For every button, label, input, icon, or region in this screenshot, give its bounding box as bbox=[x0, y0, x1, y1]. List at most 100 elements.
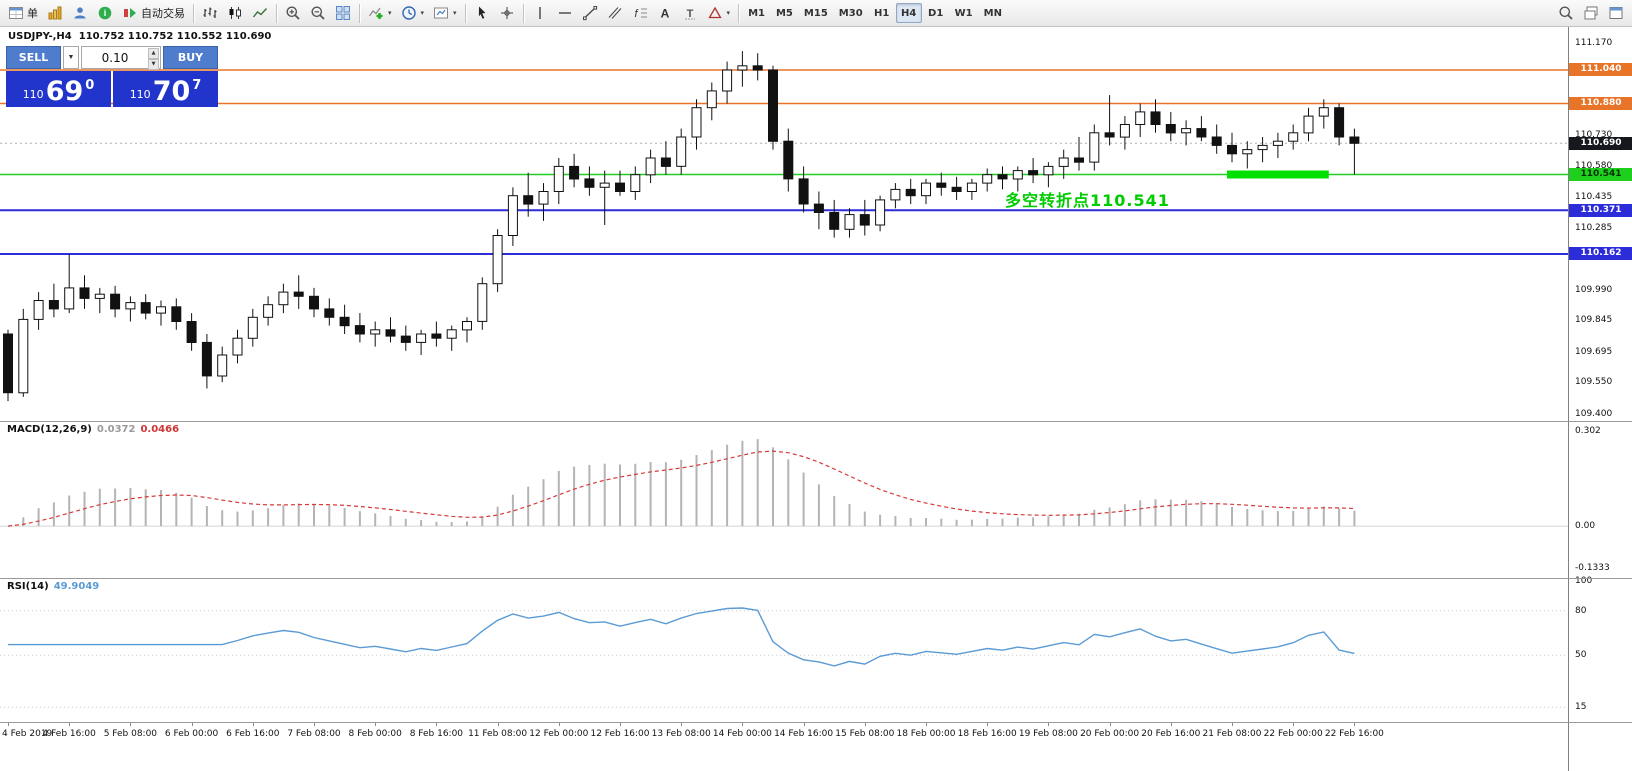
time-tick bbox=[1048, 722, 1050, 726]
horizontal-line-icon bbox=[558, 12, 571, 14]
time-tick bbox=[620, 722, 621, 726]
macd-axis-label: -0.1333 bbox=[1575, 563, 1610, 573]
time-axis[interactable]: 4 Feb 2019 4 Feb 16:00 5 Feb 08:00 6 Feb 00… bbox=[0, 722, 1568, 771]
svg-text:A: A bbox=[660, 7, 669, 21]
toolbar-separator bbox=[522, 3, 524, 23]
new-order-button[interactable]: 单 bbox=[4, 2, 42, 24]
autotrade-button[interactable]: 自动交易 bbox=[118, 2, 189, 24]
new-window-button[interactable] bbox=[1604, 2, 1628, 24]
time-tick bbox=[1109, 722, 1111, 726]
timeframe-h1-button[interactable]: H1 bbox=[869, 3, 895, 23]
trendline-icon bbox=[582, 6, 597, 21]
fibonac­ci-button[interactable]: f bbox=[628, 2, 652, 24]
timeframe-m15-button[interactable]: M15 bbox=[799, 3, 833, 23]
time-label: 15 Feb 08:00 bbox=[835, 729, 895, 739]
time-tick bbox=[69, 722, 71, 726]
lot-increase-button[interactable]: ▲ bbox=[148, 48, 159, 59]
info-button[interactable]: i bbox=[93, 2, 117, 24]
zoom-in-button[interactable] bbox=[281, 2, 305, 24]
sell-price-pip: 0 bbox=[85, 78, 95, 93]
zoom-out-icon bbox=[311, 6, 325, 20]
time-tick bbox=[558, 722, 560, 726]
main-chart-canvas[interactable] bbox=[0, 27, 1568, 421]
gold-bars-icon bbox=[48, 6, 62, 20]
text-label-icon: T bbox=[684, 8, 695, 20]
bar-chart-icon bbox=[203, 7, 217, 18]
text-label-button[interactable]: T bbox=[678, 2, 702, 24]
chart-line-button[interactable] bbox=[248, 2, 272, 24]
new-order-label: 单 bbox=[27, 8, 38, 20]
sell-price-main: 110 bbox=[22, 88, 44, 101]
time-label: 20 Feb 16:00 bbox=[1141, 729, 1201, 739]
macd-chart-canvas[interactable] bbox=[0, 421, 1568, 578]
chart-candles-button[interactable] bbox=[223, 2, 247, 24]
timeframe-mn-button[interactable]: MN bbox=[979, 3, 1007, 23]
lot-input[interactable] bbox=[82, 50, 160, 65]
sell-price-panel[interactable]: 110 69 0 bbox=[6, 71, 111, 107]
channel-button[interactable] bbox=[603, 2, 627, 24]
cursor-button[interactable] bbox=[470, 2, 494, 24]
templates-button[interactable]: ▾ bbox=[429, 2, 461, 24]
fibonacci-icon: f bbox=[634, 8, 647, 20]
price-tick: 111.170 bbox=[1575, 37, 1613, 48]
macd-signal-value: 0.0466 bbox=[140, 424, 180, 435]
time-tick bbox=[742, 722, 744, 726]
channel-icon bbox=[608, 7, 621, 19]
panel-separator[interactable] bbox=[0, 421, 1632, 422]
indicators-button[interactable]: ▾ bbox=[364, 2, 396, 24]
sell-button[interactable]: SELL bbox=[6, 46, 61, 69]
buy-button[interactable]: BUY bbox=[163, 46, 218, 69]
buy-price-main: 110 bbox=[129, 88, 151, 101]
trendline-button[interactable] bbox=[578, 2, 602, 24]
time-label: 6 Feb 16:00 bbox=[226, 729, 280, 739]
buy-price-big: 70 bbox=[152, 76, 191, 107]
rsi-chart-canvas[interactable] bbox=[0, 578, 1568, 722]
vertical-line-button[interactable] bbox=[528, 2, 552, 24]
price-tick: 110.285 bbox=[1575, 223, 1613, 234]
panel-separator[interactable] bbox=[0, 578, 1632, 579]
time-tick bbox=[375, 722, 377, 726]
shapes-button[interactable]: ▾ bbox=[703, 2, 735, 24]
new-chart-button[interactable] bbox=[43, 2, 67, 24]
search-button[interactable] bbox=[1554, 2, 1578, 24]
text-tool-button[interactable]: A bbox=[653, 2, 677, 24]
time-label: 13 Feb 08:00 bbox=[651, 729, 711, 739]
price-tick: 110.435 bbox=[1575, 191, 1613, 202]
dropdown-caret: ▾ bbox=[420, 10, 425, 17]
tile-windows-button[interactable] bbox=[331, 2, 355, 24]
timeframe-h4-button[interactable]: H4 bbox=[895, 3, 922, 23]
time-label: 4 Feb 2019 bbox=[2, 729, 53, 739]
buy-price-panel[interactable]: 110 70 7 bbox=[113, 71, 218, 107]
timeframe-m5-button[interactable]: M5 bbox=[771, 3, 798, 23]
timeframe-m1-button[interactable]: M1 bbox=[743, 3, 770, 23]
timeframe-group: M1 M5 M15 M30 H1 H4 D1 W1 MN bbox=[743, 3, 1007, 23]
zoom-out-button[interactable] bbox=[306, 2, 330, 24]
crosshair-button[interactable] bbox=[495, 2, 519, 24]
dropdown-caret: ▾ bbox=[726, 10, 731, 17]
sell-price-big: 69 bbox=[45, 76, 84, 107]
profiles-button[interactable] bbox=[68, 2, 92, 24]
price-tick: 109.990 bbox=[1575, 285, 1613, 296]
time-label: 21 Feb 08:00 bbox=[1202, 729, 1262, 739]
timeframe-d1-button[interactable]: D1 bbox=[923, 3, 949, 23]
lot-field: ▲ ▼ bbox=[81, 46, 161, 70]
time-tick bbox=[1170, 722, 1172, 726]
lot-dropdown-button[interactable]: ▼ bbox=[63, 46, 79, 69]
time-tick bbox=[1232, 722, 1233, 726]
timeframe-m30-button[interactable]: M30 bbox=[834, 3, 868, 23]
time-label: 4 Feb 16:00 bbox=[42, 729, 96, 739]
horizontal-line-button[interactable] bbox=[553, 2, 577, 24]
chart-bars-button[interactable] bbox=[198, 2, 222, 24]
price-level-badge: 110.162 bbox=[1569, 247, 1632, 261]
time-tick bbox=[314, 722, 315, 726]
periods-button[interactable]: ▾ bbox=[397, 2, 429, 24]
shapes-icon bbox=[707, 6, 722, 19]
lot-decrease-button[interactable]: ▼ bbox=[148, 59, 159, 70]
svg-text:T: T bbox=[686, 8, 693, 20]
timeframe-w1-button[interactable]: W1 bbox=[950, 3, 978, 23]
line-chart-icon bbox=[252, 8, 268, 18]
price-axis[interactable]: 111.170 110.730 110.580 110.435 110.285 109.9… bbox=[1568, 27, 1632, 771]
window-restore-button[interactable] bbox=[1579, 2, 1603, 24]
toolbar-separator bbox=[276, 3, 277, 23]
zoom-in-icon bbox=[286, 6, 300, 20]
